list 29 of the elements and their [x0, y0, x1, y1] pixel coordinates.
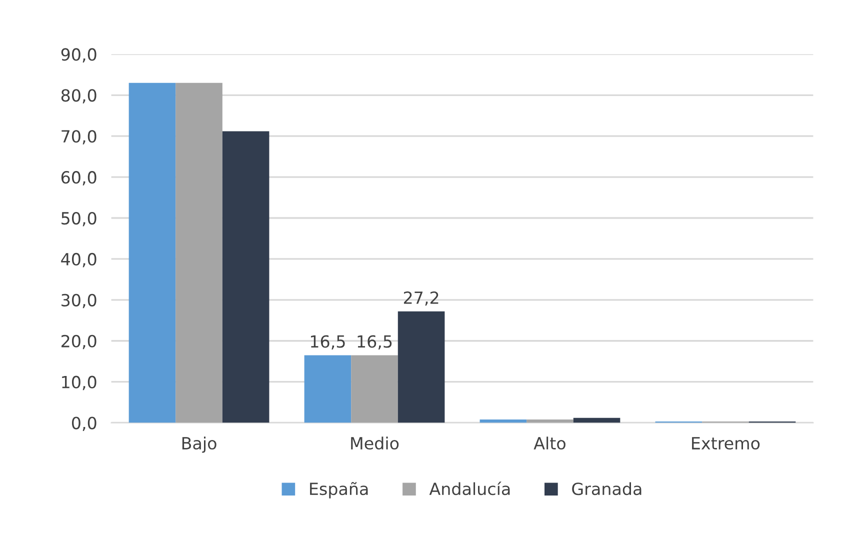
bar — [351, 355, 398, 423]
legend-label: España — [310, 482, 368, 498]
y-tick-label: 20,0 — [62, 334, 96, 350]
x-tick-label: Bajo — [182, 436, 216, 453]
bar — [398, 311, 445, 423]
y-tick-label: 30,0 — [62, 294, 96, 308]
y-tick-label: 0,0 — [72, 416, 96, 432]
bar — [573, 418, 620, 423]
y-tick-label: 50,0 — [62, 212, 96, 226]
bar — [222, 131, 270, 423]
y-tick-label: 70,0 — [62, 130, 96, 144]
data-label: 27,2 — [404, 291, 438, 306]
bar — [526, 419, 574, 423]
bar — [480, 419, 527, 423]
x-tick-label: Extremo — [692, 437, 760, 450]
legend-label: Andalucía — [429, 482, 510, 496]
bar — [128, 82, 176, 423]
bar — [176, 82, 222, 423]
legend-label: Granada — [572, 482, 642, 496]
y-tick-label: 10,0 — [62, 376, 96, 390]
y-tick-label: 60,0 — [61, 171, 96, 186]
y-tick-label: 90,0 — [61, 48, 96, 62]
y-tick-label: 40,0 — [61, 252, 96, 268]
x-tick-label: Alto — [534, 436, 566, 450]
y-tick-label: 80,0 — [61, 89, 96, 104]
data-label: 16,5 — [310, 335, 345, 350]
data-label: 16,5 — [358, 335, 392, 350]
x-tick-label: Medio — [351, 436, 399, 450]
bar — [304, 355, 352, 423]
